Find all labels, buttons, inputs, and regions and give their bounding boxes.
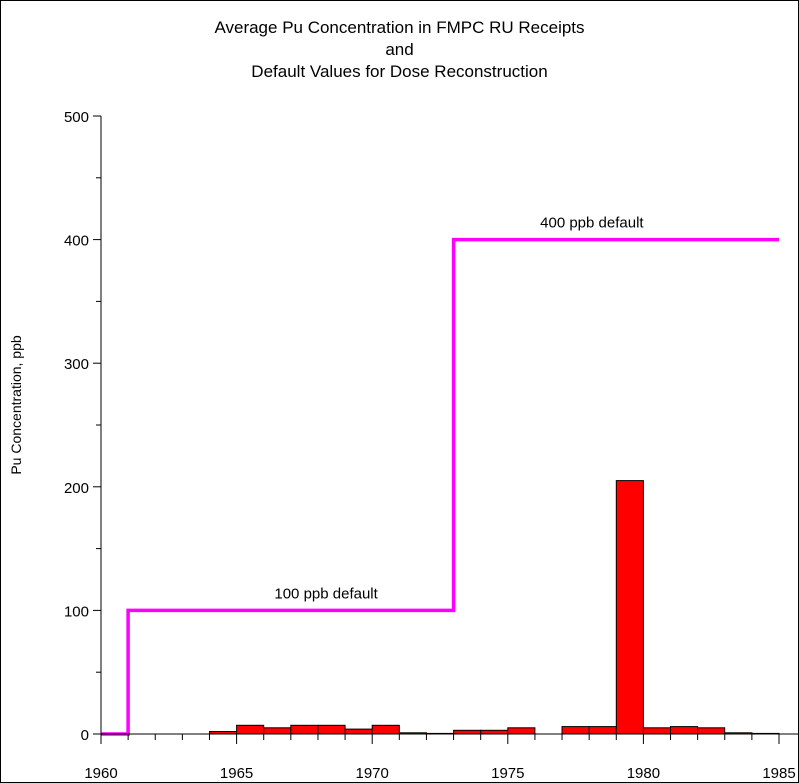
bar-1974 [480, 729, 509, 735]
bar-1981 [670, 726, 699, 735]
y-tick-label-500: 500 [64, 109, 89, 126]
x-tick-label-1980: 1980 [627, 765, 660, 782]
annotation-1: 100 ppb default [274, 585, 378, 602]
bar-1975 [507, 727, 536, 735]
bar-1967 [290, 724, 319, 735]
annotation-2: 400 ppb default [540, 215, 644, 232]
x-tick-label-1975: 1975 [491, 765, 524, 782]
bar-1979 [615, 480, 644, 735]
y-axis-label: Pu Concentration, ppb [8, 335, 24, 475]
chart-title-line-1: Average Pu Concentration in FMPC RU Rece… [214, 18, 585, 37]
y-tick-label-300: 300 [64, 356, 89, 373]
x-tick-label-1985: 1985 [762, 765, 795, 782]
bar-1978 [588, 726, 617, 735]
x-tick-label-1970: 1970 [356, 765, 389, 782]
default-value-line [101, 237, 779, 736]
bar-1966 [263, 727, 292, 735]
bar-1965 [236, 724, 265, 735]
chart-title-line-2: and [385, 40, 414, 59]
bar-1973 [453, 729, 482, 735]
bar-1980 [642, 727, 672, 735]
bar-1968 [317, 724, 346, 735]
bar-1969 [344, 728, 373, 735]
y-tick-label-400: 400 [64, 233, 89, 250]
bar-1977 [561, 726, 590, 735]
chart-title-line-3: Default Values for Dose Reconstruction [251, 62, 548, 81]
y-tick-label-200: 200 [64, 480, 89, 497]
y-tick-label-100: 100 [64, 603, 89, 620]
x-tick-label-1965: 1965 [220, 765, 253, 782]
bar-1970 [371, 724, 400, 735]
y-tick-label-0: 0 [81, 727, 89, 744]
bar-1982 [697, 727, 726, 735]
x-tick-label-1960: 1960 [84, 765, 117, 782]
